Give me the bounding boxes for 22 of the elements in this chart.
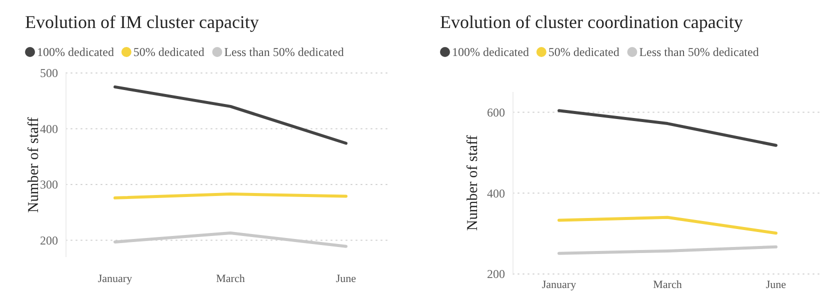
legend-label: Less than 50% dedicated [639, 45, 759, 59]
y-tick-label: 500 [40, 66, 58, 80]
y-tick-label: 400 [487, 186, 505, 200]
x-tick-label: January [98, 273, 133, 285]
x-tick-label: June [336, 273, 356, 285]
y-tick-label: 300 [40, 178, 58, 192]
y-tick-label: 200 [40, 233, 58, 248]
legend-label: 50% dedicated [548, 45, 620, 59]
legend-label: 100% dedicated [37, 45, 114, 59]
y-tick-label: 200 [487, 267, 505, 282]
legend-label: 100% dedicated [452, 45, 529, 59]
legend-label: Less than 50% dedicated [224, 45, 344, 59]
x-tick-label: January [542, 279, 577, 291]
y-tick-label: 600 [487, 105, 505, 120]
x-tick-label: March [216, 273, 246, 285]
chart-title: Evolution of IM cluster capacity [25, 12, 259, 32]
legend-label: 50% dedicated [133, 45, 204, 59]
chart-title: Evolution of cluster coordination capacity [440, 12, 743, 32]
x-tick-label: June [766, 279, 786, 291]
y-tick-label: 400 [40, 122, 58, 136]
x-tick-label: March [653, 279, 682, 291]
y-axis-title: Number of staff [465, 135, 481, 231]
